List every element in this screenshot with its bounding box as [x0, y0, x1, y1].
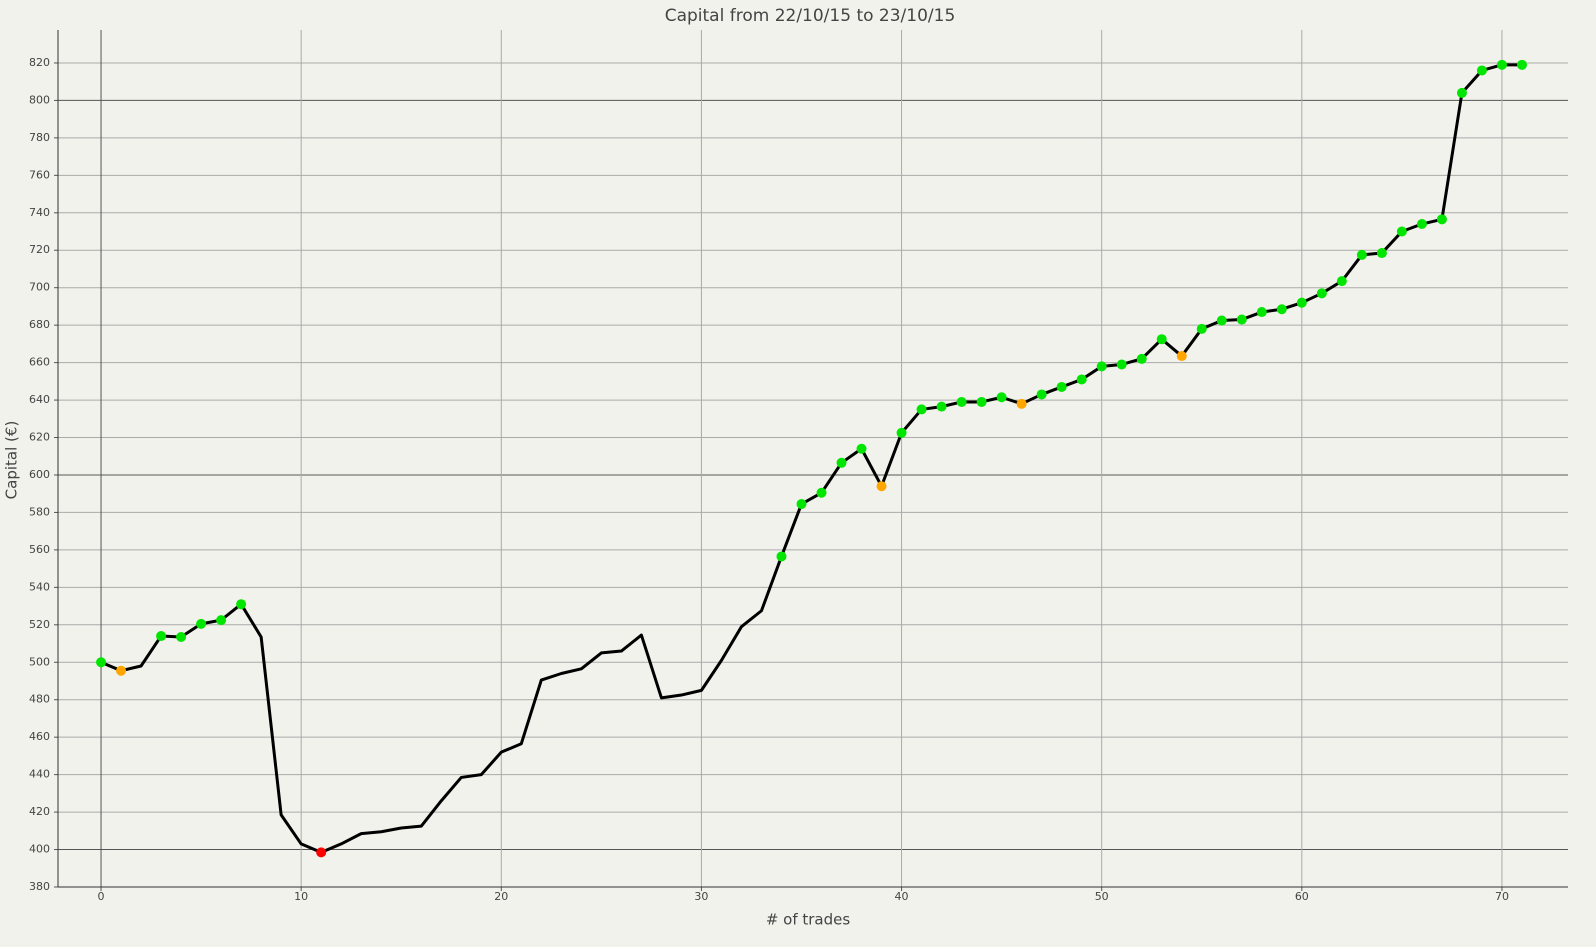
data-point — [1276, 304, 1287, 315]
x-tick-label: 0 — [98, 890, 105, 903]
data-point — [156, 631, 167, 642]
data-point — [316, 847, 327, 858]
data-point — [816, 487, 827, 498]
data-point — [1216, 315, 1227, 326]
data-point — [1256, 307, 1267, 318]
data-point — [936, 401, 947, 412]
data-point — [976, 396, 987, 407]
data-point — [836, 457, 847, 468]
data-point — [1416, 219, 1427, 230]
data-point — [1476, 65, 1487, 76]
chart-title: Capital from 22/10/15 to 23/10/15 — [665, 6, 956, 26]
data-point — [1356, 249, 1367, 260]
y-tick-label: 640 — [29, 393, 50, 406]
y-tick-label: 660 — [29, 356, 50, 369]
data-point — [776, 551, 787, 562]
data-point — [996, 392, 1007, 403]
y-tick-label: 380 — [29, 880, 50, 893]
data-point — [216, 615, 227, 626]
data-point — [1116, 359, 1127, 370]
x-tick-label: 40 — [895, 890, 909, 903]
data-point — [1296, 297, 1307, 308]
x-tick-label: 60 — [1295, 890, 1309, 903]
y-tick-label: 540 — [29, 580, 50, 593]
line — [100, 63, 1522, 854]
y-tick-label: 680 — [29, 318, 50, 331]
data-point — [1156, 334, 1167, 345]
data-point — [1436, 214, 1447, 225]
y-tick-label: 800 — [29, 93, 50, 106]
y-tick-label: 720 — [29, 243, 50, 256]
data-point — [916, 404, 927, 415]
y-tick-label: 700 — [29, 281, 50, 294]
data-point — [1516, 59, 1527, 70]
y-tick-label: 420 — [29, 805, 50, 818]
y-tick-label: 520 — [29, 618, 50, 631]
data-point — [856, 443, 867, 454]
data-point — [1316, 288, 1327, 299]
data-point — [876, 481, 887, 492]
y-tick-label: 620 — [29, 431, 50, 444]
data-point — [956, 396, 967, 407]
y-tick-label: 780 — [29, 131, 50, 144]
data-point — [1076, 374, 1087, 385]
y-tick-label: 740 — [29, 206, 50, 219]
data-point — [796, 499, 807, 510]
y-tick-label: 500 — [29, 655, 50, 668]
x-tick-label: 10 — [294, 890, 308, 903]
y-tick-label: 600 — [29, 468, 50, 481]
x-tick-label: 30 — [694, 890, 708, 903]
y-tick-label: 440 — [29, 768, 50, 781]
data-point — [1396, 226, 1407, 237]
x-tick-label: 20 — [494, 890, 508, 903]
x-axis-label: # of trades — [766, 911, 851, 929]
data-point — [1056, 381, 1067, 392]
x-tick-label: 70 — [1495, 890, 1509, 903]
x-tick-label: 50 — [1095, 890, 1109, 903]
data-point — [176, 631, 187, 642]
data-point — [96, 657, 107, 668]
data-point — [236, 599, 247, 610]
y-tick-label: 820 — [29, 56, 50, 69]
y-axis-label: Capital (€) — [3, 421, 21, 500]
data-point — [1456, 87, 1467, 98]
y-tick-label: 760 — [29, 168, 50, 181]
data-point — [1496, 59, 1507, 70]
data-point — [1136, 353, 1147, 364]
y-tick-label: 480 — [29, 693, 50, 706]
data-point — [1376, 248, 1387, 259]
data-point — [1096, 361, 1107, 372]
data-point — [1176, 351, 1187, 362]
data-point — [1336, 276, 1347, 287]
y-tick-label: 580 — [29, 505, 50, 518]
y-tick-label: 460 — [29, 730, 50, 743]
data-point — [196, 618, 207, 629]
data-point — [1196, 323, 1207, 334]
data-point — [1036, 389, 1047, 400]
data-point — [116, 665, 127, 676]
data-point — [1236, 314, 1247, 325]
y-tick-label: 400 — [29, 843, 50, 856]
data-point — [1016, 398, 1027, 409]
y-tick-label: 560 — [29, 543, 50, 556]
data-point — [896, 427, 907, 438]
